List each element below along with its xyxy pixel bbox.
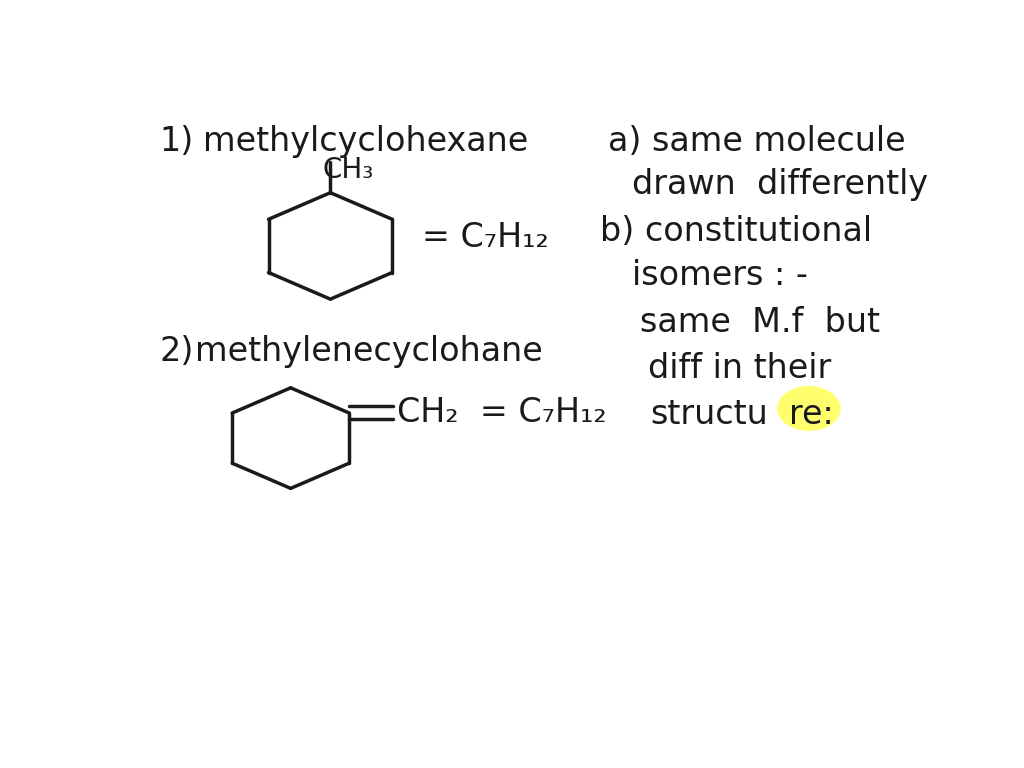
Text: re:: re:: [790, 399, 834, 432]
Text: structu: structu: [650, 399, 768, 432]
Text: diff in their: diff in their: [648, 353, 831, 386]
Text: b) constitutional: b) constitutional: [600, 215, 872, 248]
Ellipse shape: [777, 386, 841, 431]
Text: 1): 1): [160, 124, 194, 157]
Text: CH₂  = C₇H₁₂: CH₂ = C₇H₁₂: [397, 396, 606, 429]
Text: 2): 2): [160, 335, 195, 368]
Text: = C₇H₁₂: = C₇H₁₂: [422, 220, 549, 253]
Text: isomers : -: isomers : -: [632, 259, 808, 292]
Text: same  M.f  but: same M.f but: [640, 306, 880, 339]
Text: methylcyclohexane: methylcyclohexane: [204, 124, 528, 157]
Text: drawn  differently: drawn differently: [632, 168, 928, 201]
Text: a) same molecule: a) same molecule: [608, 124, 906, 157]
Text: methylenecyclohane: methylenecyclohane: [196, 335, 543, 368]
Text: CH₃: CH₃: [323, 156, 374, 184]
